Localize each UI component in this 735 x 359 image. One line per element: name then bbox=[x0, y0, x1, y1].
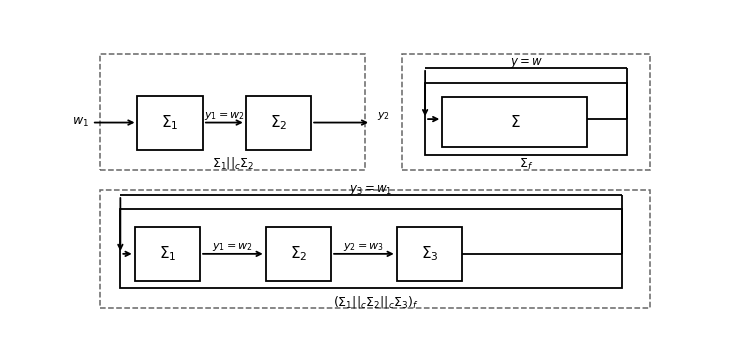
Text: $\Sigma_1$: $\Sigma_1$ bbox=[162, 113, 179, 132]
Bar bbox=[402, 54, 650, 170]
Text: $\Sigma_1||_c\Sigma_2$: $\Sigma_1||_c\Sigma_2$ bbox=[212, 155, 254, 171]
Text: $y_1 = w_2$: $y_1 = w_2$ bbox=[204, 109, 245, 122]
Bar bbox=[135, 227, 200, 281]
Text: $\Sigma_2$: $\Sigma_2$ bbox=[270, 113, 287, 132]
Text: $\Sigma_3$: $\Sigma_3$ bbox=[420, 244, 438, 263]
Text: $\Sigma$: $\Sigma$ bbox=[509, 114, 520, 130]
Text: $y = w$: $y = w$ bbox=[509, 56, 543, 70]
Bar bbox=[137, 95, 203, 149]
Text: $(\Sigma_1||_c\Sigma_2||_c\Sigma_3)_f$: $(\Sigma_1||_c\Sigma_2||_c\Sigma_3)_f$ bbox=[333, 294, 418, 309]
Bar bbox=[121, 209, 622, 288]
Bar bbox=[397, 227, 462, 281]
Bar bbox=[425, 83, 627, 155]
Bar bbox=[265, 227, 331, 281]
Bar bbox=[245, 95, 311, 149]
Text: $y_2 = w_3$: $y_2 = w_3$ bbox=[343, 241, 384, 253]
Text: $y_3 = w_1$: $y_3 = w_1$ bbox=[349, 183, 392, 197]
Text: $\Sigma_1$: $\Sigma_1$ bbox=[159, 244, 176, 263]
Text: $\Sigma_f$: $\Sigma_f$ bbox=[519, 157, 534, 172]
Text: $w_1$: $w_1$ bbox=[72, 116, 89, 129]
Bar bbox=[101, 190, 650, 308]
Bar bbox=[442, 97, 587, 147]
Text: $\Sigma_2$: $\Sigma_2$ bbox=[290, 244, 307, 263]
Text: $y_1 = w_2$: $y_1 = w_2$ bbox=[212, 241, 254, 253]
Text: $y_2$: $y_2$ bbox=[376, 109, 390, 122]
Bar bbox=[101, 54, 365, 170]
